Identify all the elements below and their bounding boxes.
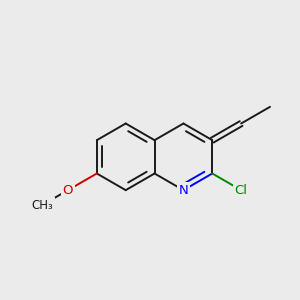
Text: N: N <box>178 184 188 197</box>
Text: O: O <box>63 184 73 197</box>
Text: CH₃: CH₃ <box>31 199 53 212</box>
Text: Cl: Cl <box>235 184 248 197</box>
